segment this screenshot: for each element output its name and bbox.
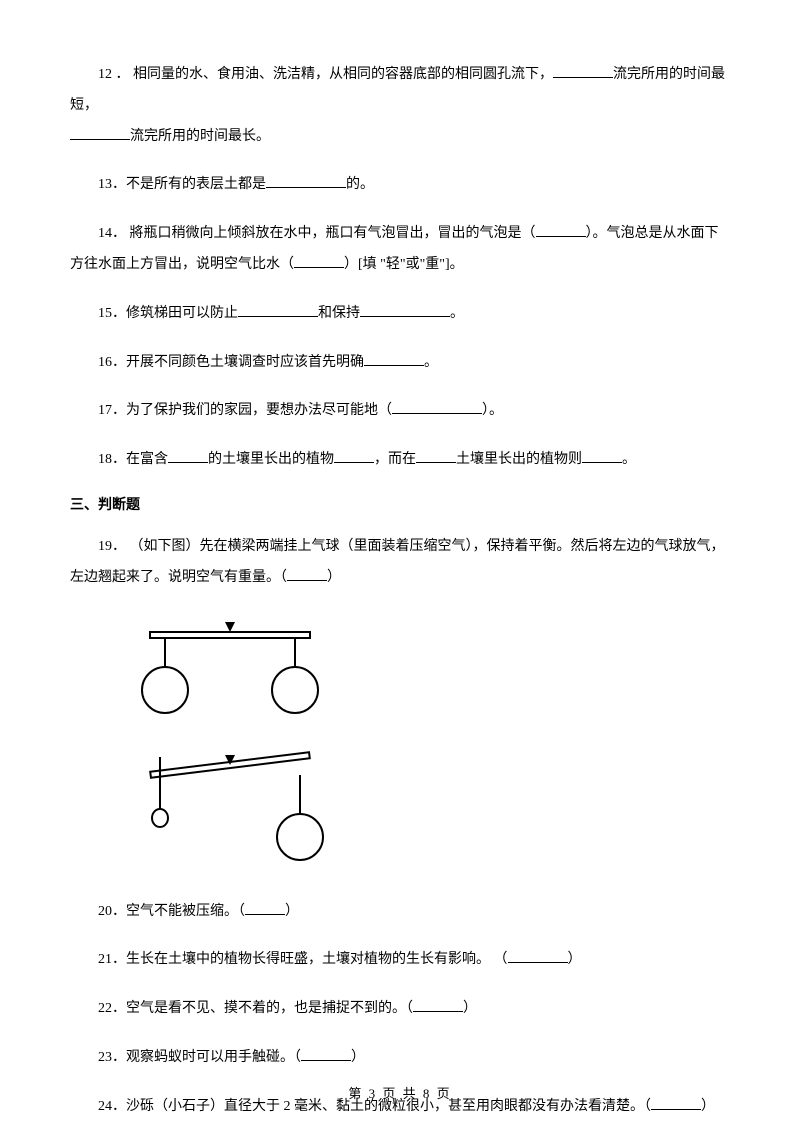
q22-text1: ．空气是看不见、摸不着的，也是捕捉不到的。（ [112, 1001, 413, 1016]
blank [364, 365, 424, 366]
q12-text1: ． 相同量的水、食用油、洗洁精，从相同的容器底部的相同圆孔流下， [116, 67, 554, 82]
blank [168, 462, 208, 463]
q21-text1: ．生长在土壤中的植物长得旺盛，土壤对植物的生长有影响。 （ [112, 952, 508, 967]
q14-text1: ． 將瓶口稍微向上倾斜放在水中，瓶口有气泡冒出，冒出的气泡是（ [112, 226, 536, 241]
q14-text3: ）[填 "轻"或"重"]。 [344, 257, 464, 272]
blank [334, 462, 374, 463]
blank [266, 187, 346, 188]
question-16: 16．开展不同颜色土壤调查时应该首先明确 。 [70, 348, 730, 379]
q23-number: 23 [98, 1050, 112, 1065]
q16-text1: ．开展不同颜色土壤调查时应该首先明确 [112, 355, 364, 370]
section-title-judgment: 三、判断题 [70, 494, 730, 514]
balance-svg [130, 612, 330, 882]
q12-number: 12 [98, 67, 112, 82]
q15-text1: ．修筑梯田可以防止 [112, 306, 238, 321]
q17-text2: ）。 [482, 403, 503, 418]
q20-text1: ．空气不能被压缩。（ [112, 904, 245, 919]
balanced-beam-icon [142, 622, 318, 713]
question-18: 18．在富含 的土壤里长出的植物 ，而在 土壤里长出的植物则 。 [70, 445, 730, 476]
question-19: 19． （如下图）先在横梁两端挂上气球（里面装着压缩空气），保持着平衡。然后将左… [70, 532, 730, 594]
blank [70, 139, 130, 140]
question-20: 20．空气不能被压缩。（ ） [70, 897, 730, 928]
tilted-beam-icon [150, 752, 323, 860]
q23-text1: ．观察蚂蚁时可以用手触碰。（ [112, 1050, 301, 1065]
q18-text3: ，而在 [374, 452, 416, 467]
q22-number: 22 [98, 1001, 112, 1016]
q18-text5: 。 [622, 452, 636, 467]
blank [508, 962, 568, 963]
question-21: 21．生长在土壤中的植物长得旺盛，土壤对植物的生长有影响。 （ ） [70, 945, 730, 976]
q15-text2: 和保持 [318, 306, 360, 321]
q17-number: 17 [98, 403, 112, 418]
q16-number: 16 [98, 355, 112, 370]
q18-text2: 的土壤里长出的植物 [208, 452, 334, 467]
q13-text2: 的。 [346, 177, 374, 192]
blank [287, 580, 327, 581]
q22-text2: ） [463, 1001, 477, 1016]
blank [651, 1109, 701, 1110]
q16-text2: 。 [424, 355, 438, 370]
q19-number: 19 [98, 539, 112, 554]
page-footer: 第 3 页 共 8 页 [0, 1083, 800, 1102]
q19-text1: ． （如下图）先在横梁两端挂上气球（里面装着压缩空气），保持着平衡。然后将左边的… [70, 539, 725, 585]
blank [582, 462, 622, 463]
blank [301, 1060, 351, 1061]
q15-text3: 。 [450, 306, 464, 321]
q15-number: 15 [98, 306, 112, 321]
blank [553, 77, 613, 78]
blank [360, 316, 450, 317]
q20-text2: ） [285, 904, 299, 919]
q21-text2: ） [568, 952, 582, 967]
q12-text3: 流完所用的时间最长。 [130, 129, 270, 144]
q23-text2: ） [351, 1050, 365, 1065]
question-15: 15．修筑梯田可以防止 和保持 。 [70, 299, 730, 330]
question-14: 14． 將瓶口稍微向上倾斜放在水中，瓶口有气泡冒出，冒出的气泡是（）。气泡总是从… [70, 219, 730, 281]
q14-number: 14 [98, 226, 112, 241]
q21-number: 21 [98, 952, 112, 967]
blank [294, 267, 344, 268]
q18-text4: 土壤里长出的植物则 [456, 452, 582, 467]
q13-number: 13 [98, 177, 112, 192]
q19-text2: ） [327, 570, 341, 585]
q18-text1: ．在富含 [112, 452, 168, 467]
blank [536, 236, 586, 237]
q13-text1: ．不是所有的表层土都是 [112, 177, 266, 192]
blank [245, 914, 285, 915]
blank [392, 413, 482, 414]
blank [416, 462, 456, 463]
question-13: 13．不是所有的表层土都是 的。 [70, 170, 730, 201]
q18-number: 18 [98, 452, 112, 467]
question-23: 23．观察蚂蚁时可以用手触碰。（ ） [70, 1043, 730, 1074]
question-17: 17．为了保护我们的家园，要想办法尽可能地（ ）。 [70, 396, 730, 427]
blank [413, 1011, 463, 1012]
question-22: 22．空气是看不见、摸不着的，也是捕捉不到的。（ ） [70, 994, 730, 1025]
q17-text1: ．为了保护我们的家园，要想办法尽可能地（ [112, 403, 392, 418]
question-12: 12 ． 相同量的水、食用油、洗洁精，从相同的容器底部的相同圆孔流下， 流完所用的… [70, 60, 730, 152]
blank [238, 316, 318, 317]
q20-number: 20 [98, 904, 112, 919]
balance-diagram [130, 612, 730, 887]
footer-text: 第 3 页 共 8 页 [348, 1086, 451, 1101]
